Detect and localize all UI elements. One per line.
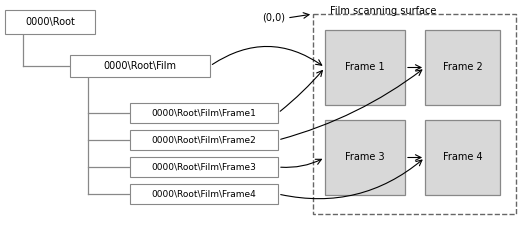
Text: Frame 4: Frame 4: [443, 153, 482, 163]
Bar: [313, 14, 516, 214]
Text: 0000\Root\Film: 0000\Root\Film: [103, 61, 176, 71]
Text: Frame 1: Frame 1: [345, 63, 385, 73]
Bar: [5, 10, 95, 34]
Text: (0,0): (0,0): [262, 13, 285, 23]
Text: 0000\Root\Film\Frame3: 0000\Root\Film\Frame3: [152, 163, 256, 172]
Text: 0000\Root\Film\Frame2: 0000\Root\Film\Frame2: [152, 135, 256, 144]
Bar: [130, 103, 278, 123]
Bar: [130, 130, 278, 150]
Text: Frame 3: Frame 3: [345, 153, 385, 163]
Text: 0000\Root\Film\Frame4: 0000\Root\Film\Frame4: [152, 189, 256, 198]
Bar: [130, 184, 278, 204]
Bar: [130, 157, 278, 177]
Bar: [425, 30, 500, 105]
Bar: [70, 55, 210, 77]
Bar: [425, 120, 500, 195]
Text: 0000\Root\Film\Frame1: 0000\Root\Film\Frame1: [152, 109, 256, 118]
Text: Film scanning surface: Film scanning surface: [330, 6, 436, 16]
Text: 0000\Root: 0000\Root: [25, 17, 75, 27]
Bar: [325, 120, 405, 195]
Text: Frame 2: Frame 2: [443, 63, 482, 73]
Bar: [325, 30, 405, 105]
